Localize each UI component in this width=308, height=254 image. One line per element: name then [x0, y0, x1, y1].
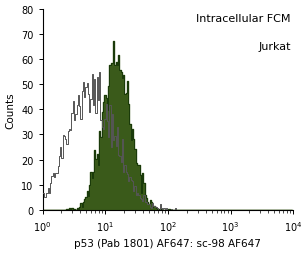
X-axis label: p53 (Pab 1801) AF647: sc-98 AF647: p53 (Pab 1801) AF647: sc-98 AF647: [75, 239, 261, 248]
Text: Jurkat: Jurkat: [258, 42, 291, 52]
Y-axis label: Counts: Counts: [6, 92, 16, 128]
Text: Intracellular FCM: Intracellular FCM: [196, 13, 291, 23]
